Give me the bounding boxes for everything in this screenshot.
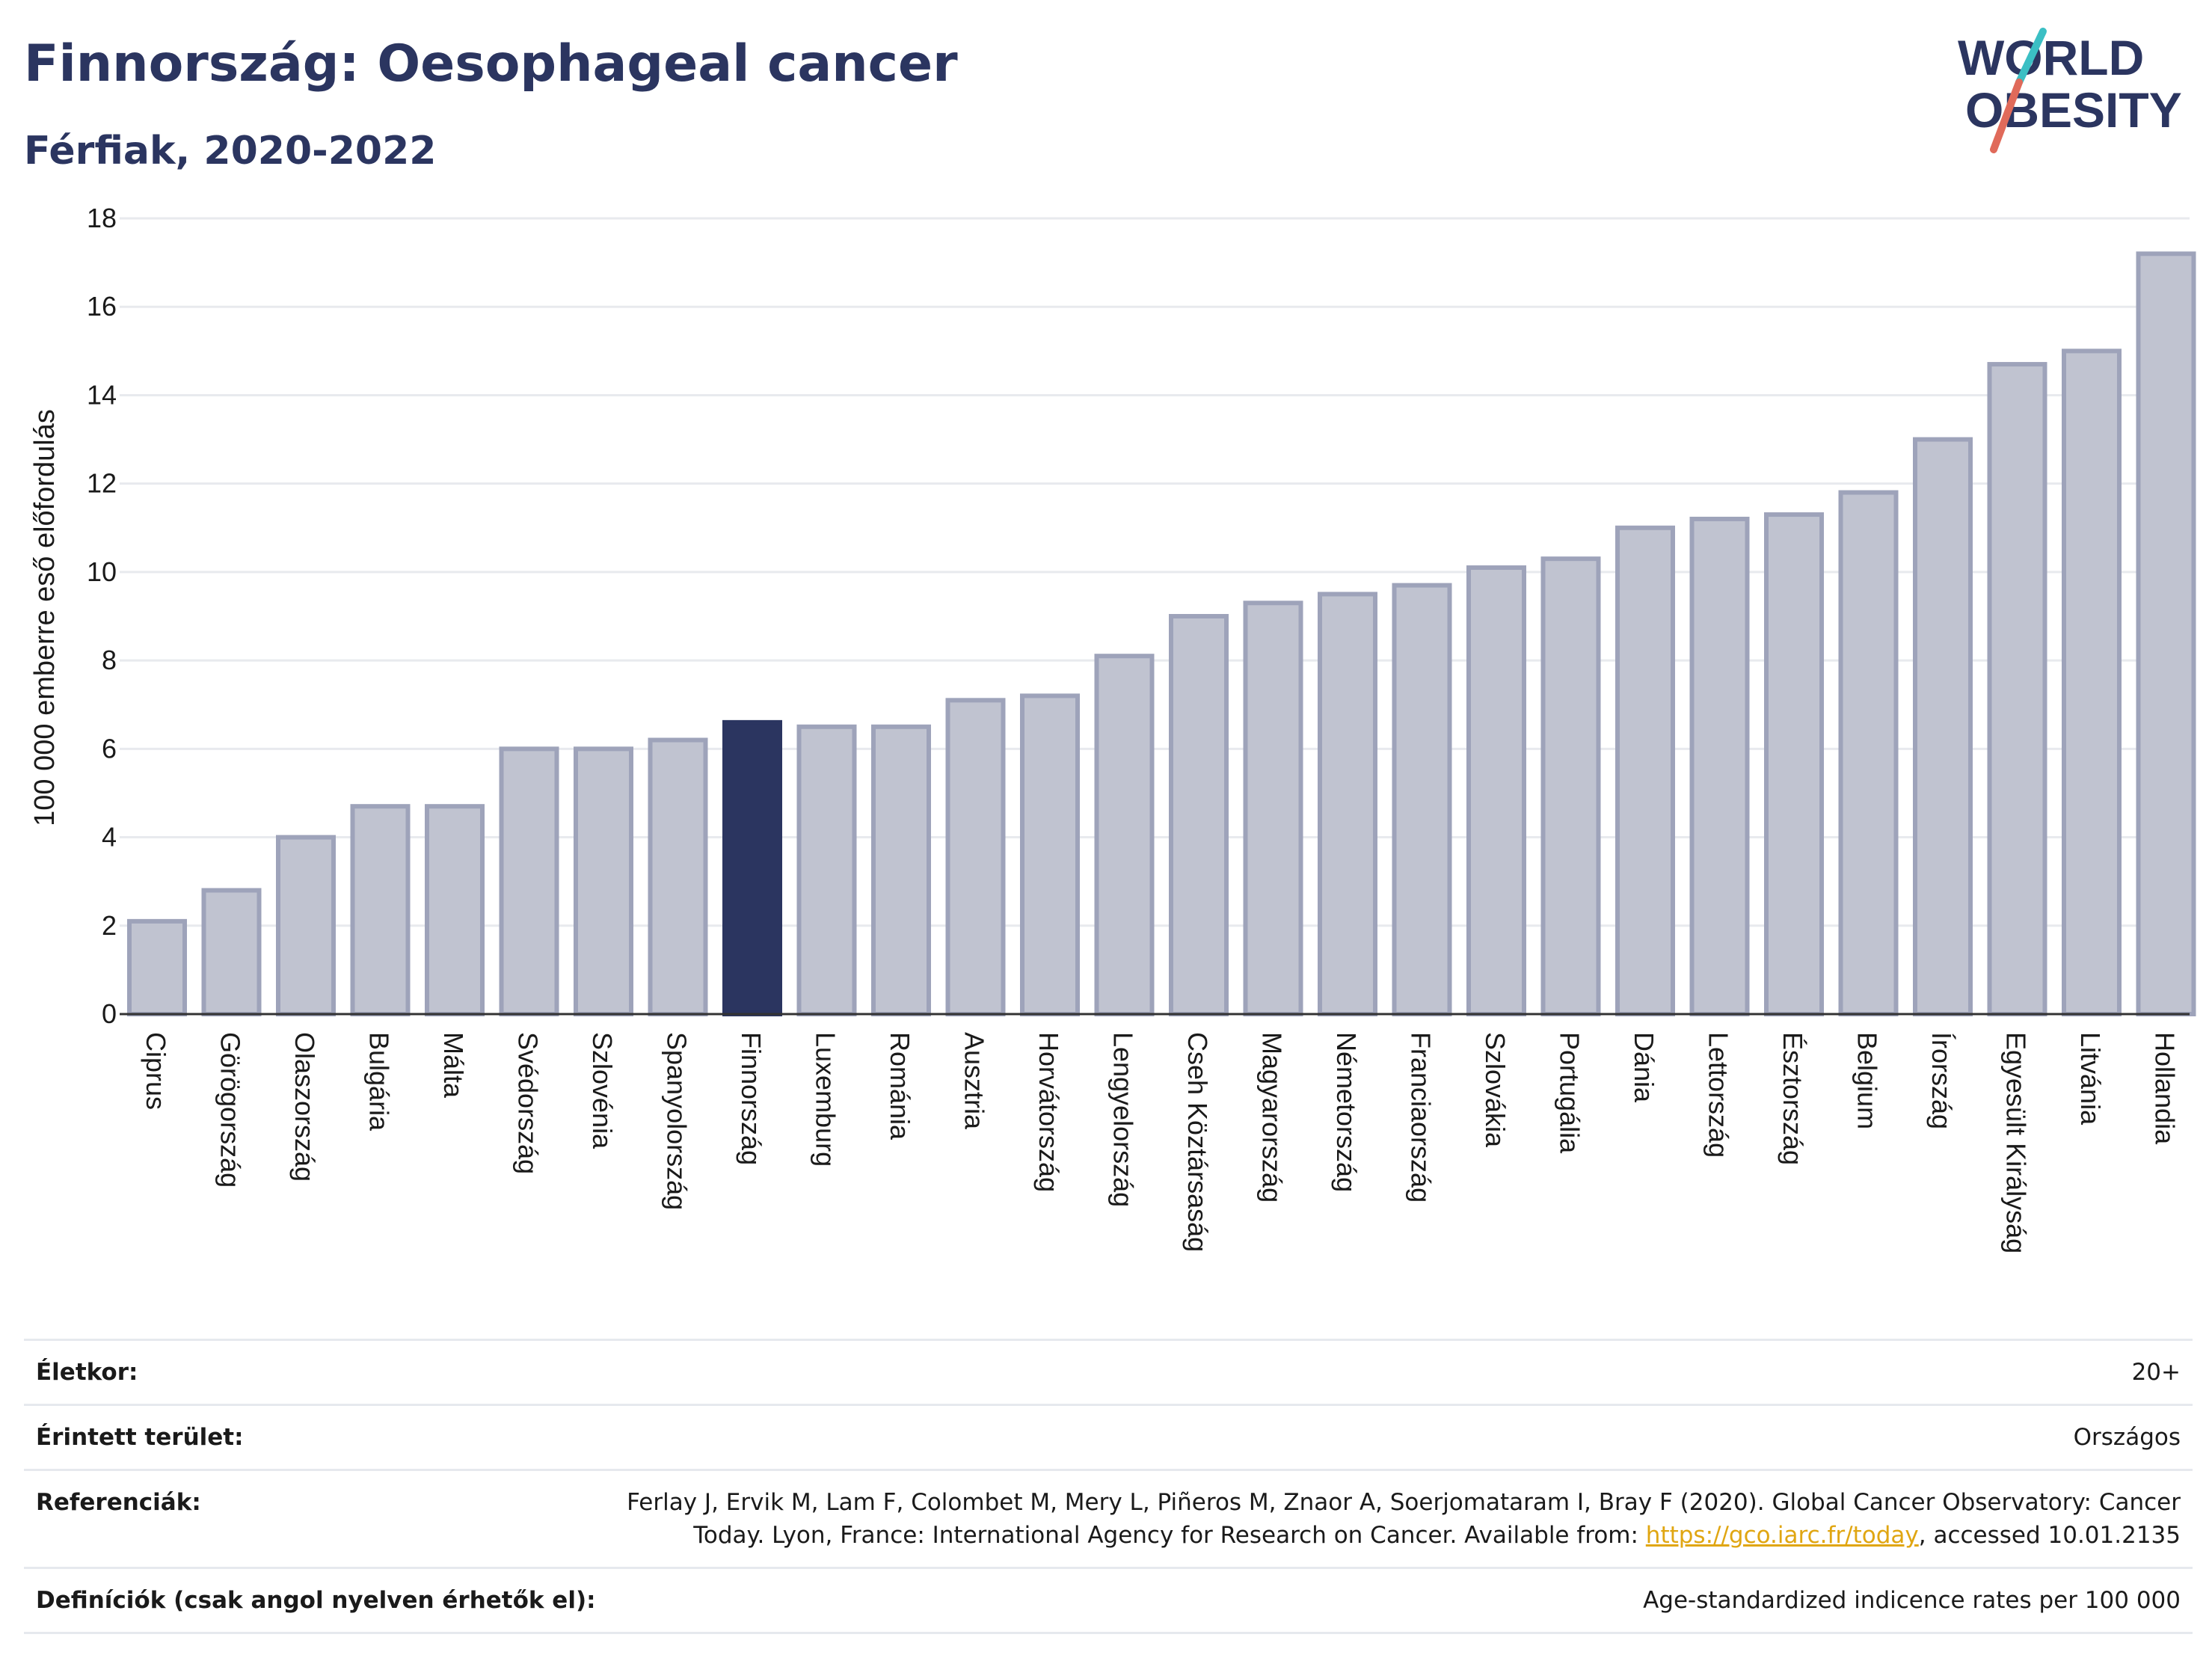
info-key-references: Referenciák: (24, 1469, 608, 1569)
bar (648, 737, 708, 1016)
y-tick-labels: 0 2 4 6 8 10 12 14 16 18 (87, 203, 117, 1029)
bar-chart: 0 2 4 6 8 10 12 14 16 18 Ciprus Görögország Olaszor… (29, 203, 2196, 1253)
logo-slash-teal (2015, 28, 2047, 86)
x-tick-label: Horvátország (1033, 1032, 1064, 1192)
x-tick-label: Görögország (215, 1032, 246, 1188)
reference-accessed: , accessed 10.01.2135 (1918, 1522, 2181, 1549)
bar (127, 918, 187, 1017)
x-tick-label: Lettország (1703, 1032, 1734, 1158)
chart-title: Finnország: Oesophageal cancer (24, 34, 958, 93)
bar (499, 746, 559, 1016)
bar (1318, 592, 1377, 1016)
bar (1392, 583, 1452, 1016)
x-tick-label: Dánia (1629, 1032, 1659, 1103)
info-value-area: Országos (607, 1404, 2193, 1471)
bar (1838, 490, 1899, 1016)
bar (1020, 693, 1080, 1017)
bar (574, 746, 633, 1016)
x-tick-label: Németország (1331, 1032, 1362, 1192)
x-tick-label: Magyarország (1257, 1032, 1288, 1203)
x-tick-label: Finnország (736, 1032, 766, 1165)
bar (201, 888, 262, 1016)
x-tick-label: Olaszország (289, 1032, 320, 1182)
info-row-area: Érintett terület: Országos (24, 1404, 2193, 1471)
bar (1243, 601, 1303, 1016)
x-tick-label: Litvánia (2075, 1032, 2106, 1126)
info-value-age: 20+ (607, 1339, 2193, 1406)
info-row-age: Életkor: 20+ (24, 1339, 2193, 1406)
bar (1689, 516, 1750, 1016)
x-tick-label: Spanyolország (662, 1032, 692, 1210)
y-tick-label: 12 (87, 468, 117, 499)
reference-link[interactable]: https://gco.iarc.fr/today (1645, 1522, 1919, 1549)
x-tick-label: Ciprus (141, 1032, 171, 1110)
y-tick-label: 16 (87, 291, 117, 322)
bar (1615, 525, 1675, 1016)
x-tick-label: Cseh Köztársaság (1182, 1032, 1213, 1252)
world-obesity-logo: WORLD OBESITY (1958, 28, 2182, 153)
y-tick-label: 14 (87, 379, 117, 410)
x-tick-label: Írország (1926, 1032, 1957, 1129)
bar (796, 724, 857, 1016)
reference-text: Ferlay J, Ervik M, Lam F, Colombet M, Me… (627, 1489, 2181, 1549)
bar (2062, 348, 2122, 1017)
bar (722, 719, 782, 1016)
x-tick-label: Franciaország (1406, 1032, 1437, 1203)
x-tick-label: Svédország (513, 1032, 544, 1174)
y-tick-label: 8 (102, 645, 117, 675)
x-tick-label: Észtország (1778, 1032, 1808, 1165)
logo-slash-coral (1990, 79, 2023, 153)
bar (1466, 565, 1526, 1016)
bar (945, 698, 1006, 1016)
x-tick-label: Szlovákia (1480, 1032, 1511, 1148)
x-tick-label: Lengyelország (1108, 1032, 1139, 1207)
y-tick-label: 2 (102, 910, 117, 941)
x-tick-label: Portugália (1555, 1032, 1585, 1154)
bar (871, 724, 931, 1016)
bar (276, 835, 336, 1016)
bar (1987, 362, 2047, 1017)
info-key-age: Életkor: (24, 1339, 608, 1406)
x-tick-label: Bulgária (364, 1032, 395, 1132)
y-axis-label: 100 000 emberre eső előfordulás (29, 409, 61, 826)
x-tick-label: Ausztria (959, 1032, 990, 1130)
y-tick-label: 4 (102, 822, 117, 853)
bar (1169, 614, 1229, 1016)
y-tick-label: 10 (87, 556, 117, 587)
bars (127, 251, 2196, 1017)
x-tick-label: Egyesült Királyság (2001, 1032, 2032, 1253)
bar (1094, 654, 1155, 1016)
x-tick-label: Málta (438, 1032, 469, 1099)
info-value-definitions: Age-standardized indicence rates per 100… (607, 1567, 2193, 1634)
bar (1913, 437, 1973, 1016)
y-tick-label: 6 (102, 733, 117, 764)
y-tick-label: 18 (87, 203, 117, 233)
info-key-area: Érintett terület: (24, 1404, 608, 1471)
info-value-references: Ferlay J, Ervik M, Lam F, Colombet M, Me… (607, 1469, 2193, 1569)
info-table: Életkor: 20+ Érintett terület: Országos … (24, 1339, 2193, 1634)
info-key-definitions: Definíciók (csak angol nyelven érhetők e… (24, 1567, 608, 1634)
bar (350, 804, 411, 1016)
bar (2136, 251, 2196, 1016)
bar (1764, 512, 1824, 1016)
x-tick-label: Luxemburg (811, 1032, 841, 1167)
y-tick-label: 0 (102, 998, 117, 1029)
logo-word-1: WORLD (1958, 30, 2144, 85)
info-row-references: Referenciák: Ferlay J, Ervik M, Lam F, C… (24, 1469, 2193, 1569)
chart-subtitle: Férfiak, 2020-2022 (24, 129, 437, 174)
x-tick-label: Hollandia (2150, 1032, 2181, 1145)
x-tick-labels: Ciprus Görögország Olaszország Bulgária Mált… (141, 1032, 2181, 1253)
x-tick-label: Románia (885, 1032, 915, 1140)
bar (1540, 556, 1601, 1016)
x-tick-label: Szlovénia (587, 1032, 618, 1149)
x-tick-label: Belgium (1852, 1032, 1883, 1129)
info-row-definitions: Definíciók (csak angol nyelven érhetők e… (24, 1567, 2193, 1634)
bar (425, 804, 485, 1016)
